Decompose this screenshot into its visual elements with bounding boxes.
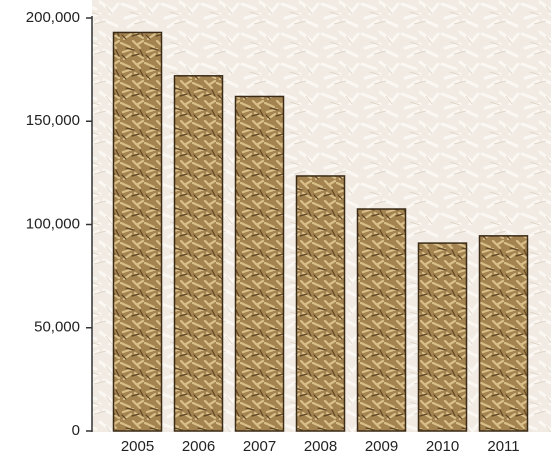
y-tick-label: 200,000: [26, 9, 80, 26]
bar: [356, 208, 407, 432]
bar: [417, 242, 468, 432]
x-tick-label: 2007: [243, 438, 276, 455]
bar: [295, 175, 346, 432]
bar: [234, 95, 285, 432]
x-tick-label: 2010: [426, 438, 459, 455]
bar: [478, 235, 529, 432]
y-tick-label: 100,000: [26, 215, 80, 232]
x-tick-label: 2006: [182, 438, 215, 455]
x-tick-label: 2005: [121, 438, 154, 455]
x-tick-label: 2008: [304, 438, 337, 455]
x-tick-label: 2011: [487, 438, 519, 455]
y-tick-label: 50,000: [34, 319, 80, 336]
y-tick-label: 0: [72, 422, 80, 439]
bar: [173, 75, 224, 432]
bar: [112, 31, 163, 432]
x-tick-label: 2009: [365, 438, 398, 455]
y-tick-label: 150,000: [26, 112, 80, 129]
